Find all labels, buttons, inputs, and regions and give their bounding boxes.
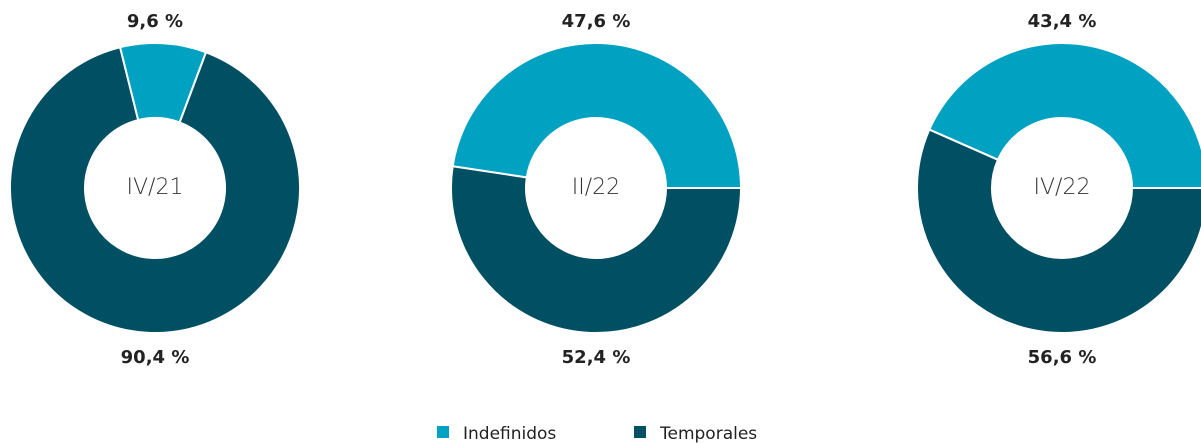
slice (451, 42, 743, 189)
legend-swatch (437, 426, 449, 438)
slice (916, 128, 1201, 334)
value-label: 47,6 % (562, 11, 631, 32)
value-label: 56,6 % (1028, 347, 1097, 368)
value-label: 52,4 % (562, 347, 631, 368)
slice (927, 42, 1201, 189)
slice (9, 46, 301, 334)
legend-swatch (634, 426, 646, 438)
center-label: IV/22 (1034, 175, 1091, 200)
value-label: 9,6 % (127, 11, 183, 32)
value-label: 90,4 % (121, 347, 190, 368)
slice (450, 165, 743, 334)
center-label: II/22 (572, 175, 620, 200)
value-label: 43,4 % (1028, 11, 1097, 32)
legend-label: Indefinidos (463, 424, 556, 443)
legend-label: Temporales (659, 424, 757, 443)
center-label: IV/21 (127, 175, 184, 200)
